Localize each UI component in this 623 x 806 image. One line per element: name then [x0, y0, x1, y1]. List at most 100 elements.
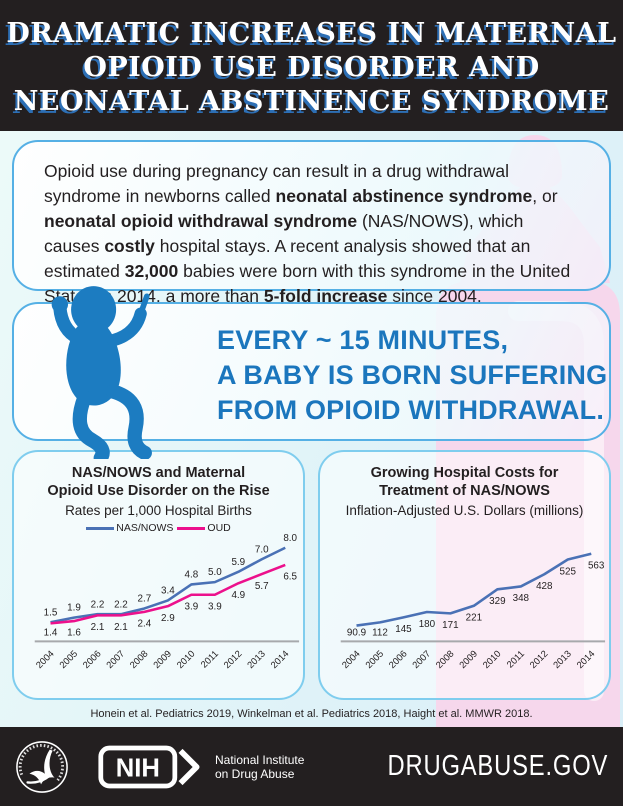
citation: Honein et al. Pediatrics 2019, Winkelman… [90, 708, 533, 720]
data-point-label: 90.9 [347, 627, 367, 638]
series-line [50, 563, 286, 625]
x-tick-label: 2006 [387, 649, 409, 671]
data-point-label: 2.1 [91, 622, 105, 633]
drugabuse-gov-text: DRUGABUSE.GOV [387, 750, 608, 782]
intro-bold-segment: costly [104, 236, 155, 256]
chart-title-line-2: Treatment of NAS/NOWS [379, 483, 550, 499]
callout-line-2: A BABY IS BORN SUFFERING [217, 360, 608, 390]
nih-institute-name: National Institute on Drug Abuse [215, 753, 304, 781]
x-tick-label: 2004 [34, 649, 56, 671]
data-point-label: 221 [466, 613, 482, 624]
x-tick-label: 2008 [128, 649, 150, 671]
x-tick-label: 2005 [364, 649, 386, 671]
x-tick-label: 2014 [269, 649, 291, 671]
data-point-label: 348 [513, 593, 530, 604]
x-tick-label: 2008 [434, 649, 456, 671]
nih-institute-line-1: National Institute [215, 752, 305, 767]
intro-text-segment: Opioid use during pregnancy can result i… [44, 161, 509, 206]
header: DRAMATIC INCREASES IN MATERNAL OPIOID US… [0, 0, 623, 131]
data-point-label: 525 [560, 566, 577, 577]
x-tick-label: 2013 [551, 649, 573, 671]
data-point-label: 3.9 [208, 602, 222, 613]
nih-logo-icon: NIH [98, 745, 200, 788]
x-tick-label: 2012 [528, 649, 550, 671]
data-point-label: 563 [588, 561, 605, 572]
chart-subtitle: Inflation-Adjusted U.S. Dollars (million… [345, 503, 584, 518]
rates-line-chart: 2004 2005 2006 2007 2008 2009 2010 2011 2012 2013… [34, 533, 300, 671]
chart-legend: NAS/NOWS OUD [14, 522, 303, 534]
x-tick-label: 2012 [222, 649, 244, 671]
x-tick-label: 2009 [151, 649, 173, 671]
nih-logo-group: NIH National Institute on Drug Abuse [97, 743, 304, 791]
intro-paragraph: Opioid use during pregnancy can result i… [44, 159, 579, 309]
nih-logo-text: NIH [116, 754, 160, 782]
data-point-label: 180 [419, 619, 436, 630]
data-point-label: 1.4 [44, 627, 58, 638]
x-tick-label: 2006 [81, 649, 103, 671]
data-point-label: 2.2 [91, 599, 105, 610]
data-point-label: 1.9 [67, 603, 81, 614]
legend-swatch [177, 526, 206, 530]
data-point-label: 112 [372, 627, 388, 638]
data-point-label: 2.9 [161, 613, 175, 624]
x-tick-label: 2010 [481, 649, 503, 671]
intro-text-segment: , or [532, 186, 558, 206]
chart-title-line-1: Growing Hospital Costs for [370, 465, 559, 481]
data-point-label: 145 [395, 624, 412, 635]
callout-text: EVERY ~ 15 MINUTES, A BABY IS BORN SUFFE… [217, 323, 609, 428]
data-point-label: 3.9 [184, 602, 198, 613]
chart-subtitle: Rates per 1,000 Hospital Births [65, 503, 252, 518]
data-point-label: 2.4 [138, 619, 152, 630]
callout-line-3: FROM OPIOID WITHDRAWAL. [217, 395, 605, 425]
x-tick-label: 2011 [505, 649, 526, 670]
callout-line-1: EVERY ~ 15 MINUTES, [217, 325, 509, 355]
footer: NIH National Institute on Drug Abuse DRU… [0, 727, 623, 806]
data-point-label: 4.8 [184, 570, 198, 581]
x-tick-label: 2010 [175, 649, 197, 671]
series-line [356, 552, 592, 627]
page-title-line-1: DRAMATIC INCREASES IN MATERNAL [6, 17, 617, 49]
data-point-label: 2.2 [114, 599, 128, 610]
chart-card-rates: NAS/NOWS and Maternal Opioid Use Disorde… [12, 450, 305, 700]
x-tick-label: 2011 [199, 649, 220, 670]
data-point-label: 3.4 [161, 586, 175, 597]
page-title-line-2: OPIOID USE DISORDER AND [83, 51, 540, 83]
costs-line-chart: 2004 2005 2006 2007 2008 2009 2010 2011 2012 2013… [340, 552, 606, 671]
data-point-label: 5.9 [231, 557, 245, 568]
data-point-label: 5.0 [208, 567, 222, 578]
data-point-label: 428 [536, 581, 553, 592]
chart-card-costs: Growing Hospital Costs for Treatment of … [318, 450, 611, 700]
content-area: Opioid use during pregnancy can result i… [0, 131, 623, 727]
legend-swatch [86, 526, 115, 530]
data-point-label: 7.0 [255, 544, 269, 555]
intro-text-segment: hospital stays. A recent analysis showed… [44, 236, 531, 281]
x-tick-label: 2005 [58, 649, 80, 671]
data-point-label: 1.6 [67, 627, 81, 638]
x-tick-label: 2009 [457, 649, 479, 671]
x-tick-label: 2013 [245, 649, 267, 671]
intro-card: Opioid use during pregnancy can result i… [12, 140, 611, 306]
baby-icon [51, 286, 152, 459]
series-line [50, 546, 286, 624]
chart-title-line-1: NAS/NOWS and Maternal [71, 465, 246, 481]
data-point-label: 171 [442, 620, 458, 631]
data-point-label: 2.1 [114, 622, 128, 633]
data-point-label: 4.9 [231, 590, 245, 601]
legend-item: NAS/NOWS [86, 522, 173, 534]
legend-label: NAS/NOWS [116, 522, 174, 534]
x-tick-label: 2007 [410, 649, 432, 671]
intro-bold-segment: 5-fold increase [263, 286, 388, 306]
x-tick-label: 2007 [104, 649, 126, 671]
chart-title-line-2: Opioid Use Disorder on the Rise [47, 483, 270, 499]
intro-text-segment: (NAS/NOWS), which causes [44, 211, 524, 256]
data-point-label: 5.7 [255, 581, 269, 592]
data-point-label: 6.5 [283, 572, 297, 583]
nih-institute-line-2: on Drug Abuse [215, 766, 295, 781]
x-tick-label: 2004 [340, 649, 362, 671]
hhs-eagle-icon [16, 740, 68, 793]
legend-label: OUD [207, 522, 231, 534]
data-point-label: 2.7 [138, 594, 152, 605]
x-tick-label: 2014 [575, 649, 597, 671]
intro-bold-segment: 32,000 [124, 261, 179, 281]
